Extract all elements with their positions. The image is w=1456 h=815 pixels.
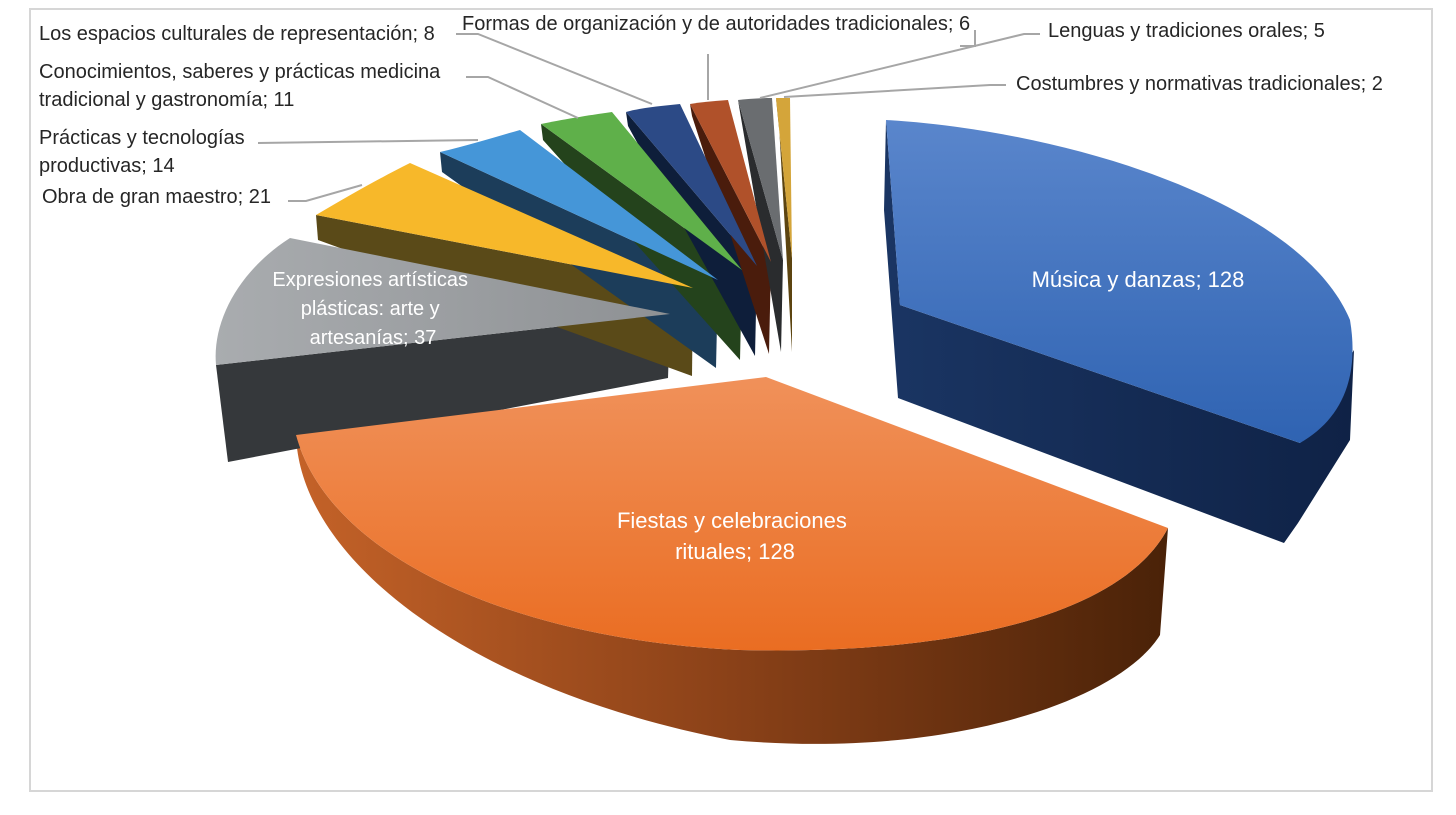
slice-side-musica bbox=[884, 120, 1354, 543]
slice-top-expresiones bbox=[215, 238, 670, 365]
slice-top-musica bbox=[886, 120, 1353, 443]
data-label-conocimientos: Conocimientos, saberes y prácticas medic… bbox=[39, 61, 446, 111]
data-label-fiestas: Fiestas y celebraciones rituales; 128 bbox=[617, 508, 853, 564]
slice-top-conocimientos bbox=[541, 112, 742, 270]
slice-top-practicas bbox=[440, 130, 718, 280]
leader-lenguas bbox=[759, 33, 1040, 99]
leader-lines bbox=[257, 30, 1040, 202]
data-labels: Música y danzas; 128 Fiestas y celebraci… bbox=[39, 13, 1383, 564]
slice-tops bbox=[215, 98, 1353, 651]
data-label-practicas: Prácticas y tecnologías productivas; 14 bbox=[39, 127, 250, 177]
leader-espacios bbox=[456, 33, 653, 105]
data-label-formas: Formas de organización y de autoridades … bbox=[462, 13, 970, 35]
data-label-lenguas: Lenguas y tradiciones orales; 5 bbox=[1048, 20, 1325, 42]
data-label-espacios: Los espacios culturales de representació… bbox=[39, 23, 435, 45]
data-label-obra: Obra de gran maestro; 21 bbox=[42, 186, 271, 208]
leader-conocimientos bbox=[466, 76, 579, 119]
leader-obra bbox=[288, 184, 363, 202]
data-label-costumbres: Costumbres y normativas tradicionales; 2 bbox=[1016, 73, 1383, 95]
data-label-musica: Música y danzas; 128 bbox=[1032, 267, 1245, 292]
slice-top-formas bbox=[690, 100, 771, 262]
data-label-expresiones: Expresiones artísticas plásticas: arte y… bbox=[272, 269, 473, 349]
slice-side-fiestas bbox=[296, 435, 1168, 744]
slice-top-fiestas bbox=[296, 377, 1168, 651]
slice-side-expresiones bbox=[216, 314, 670, 462]
slice-top-espacios bbox=[626, 104, 757, 266]
slice-top-obra bbox=[316, 163, 693, 288]
slice-top-lenguas bbox=[738, 98, 783, 260]
leader-practicas bbox=[257, 139, 479, 144]
leader-costumbres bbox=[783, 84, 1006, 98]
slice-top-costumbres bbox=[776, 98, 792, 258]
